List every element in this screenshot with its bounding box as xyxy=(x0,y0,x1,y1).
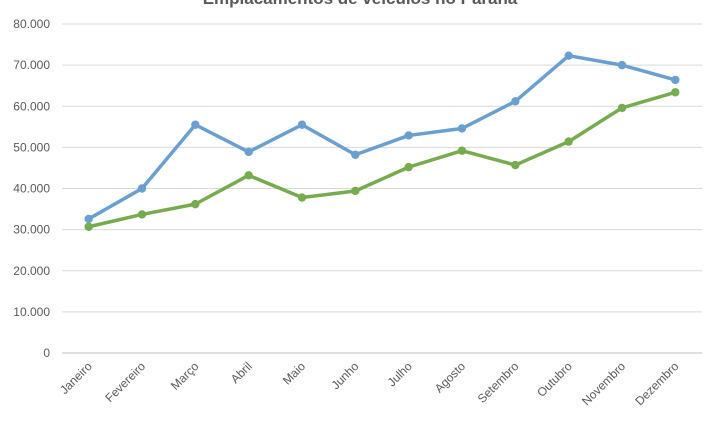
data-point xyxy=(137,184,147,193)
data-point xyxy=(191,120,200,129)
x-axis-tick-labels: Janeiro Fevereiro Março Abril Maio Junho Julho… xyxy=(57,359,682,408)
x-tick-label: Agosto xyxy=(432,359,469,396)
data-point xyxy=(137,210,147,219)
x-tick-label: Fevereiro xyxy=(102,359,148,405)
data-point xyxy=(297,120,307,129)
data-point xyxy=(564,137,573,146)
data-point xyxy=(671,75,680,85)
data-point xyxy=(671,88,680,97)
y-tick-label: 60.000 xyxy=(13,99,50,113)
y-tick-label: 10.000 xyxy=(13,305,50,319)
data-point xyxy=(297,193,307,202)
x-tick-label: Outubro xyxy=(534,359,575,400)
data-point xyxy=(457,124,467,133)
y-tick-label: 40.000 xyxy=(13,182,50,196)
data-point xyxy=(511,97,520,106)
series-line-2 xyxy=(86,90,678,229)
data-point xyxy=(404,162,413,172)
y-axis-tick-labels: 0 10.000 20.000 30.000 40.000 50.000 60.000 70.… xyxy=(13,17,50,360)
data-point xyxy=(351,150,360,159)
x-tick-label: Junho xyxy=(328,359,361,392)
data-point xyxy=(244,147,253,157)
x-tick-label: Julho xyxy=(385,359,415,389)
data-point xyxy=(564,51,573,60)
chart-title: Emplacamentos de veículos no Paraná xyxy=(0,0,720,9)
series-line-1 xyxy=(86,53,678,221)
data-point xyxy=(351,186,360,196)
x-tick-label: Abril xyxy=(228,359,255,386)
data-point xyxy=(457,146,467,155)
x-tick-label: Novembro xyxy=(579,359,628,408)
data-point xyxy=(244,171,253,180)
data-point xyxy=(617,103,627,113)
y-tick-label: 0 xyxy=(43,346,50,360)
data-point xyxy=(511,160,520,170)
series-layer xyxy=(84,51,680,231)
x-tick-label: Dezembro xyxy=(632,359,681,408)
data-point xyxy=(191,199,200,209)
y-tick-label: 50.000 xyxy=(13,140,50,154)
data-point xyxy=(84,222,93,231)
data-point xyxy=(617,60,627,70)
x-tick-label: Setembro xyxy=(475,359,522,406)
data-point xyxy=(84,214,93,224)
y-tick-label: 30.000 xyxy=(13,223,50,237)
y-tick-label: 70.000 xyxy=(13,58,50,72)
data-point xyxy=(404,131,413,140)
x-tick-label: Março xyxy=(168,359,202,393)
x-tick-label: Janeiro xyxy=(57,359,95,397)
x-tick-label: Maio xyxy=(280,359,309,388)
gridlines xyxy=(62,23,702,354)
y-tick-label: 20.000 xyxy=(13,264,50,278)
y-tick-label: 80.000 xyxy=(13,17,50,31)
